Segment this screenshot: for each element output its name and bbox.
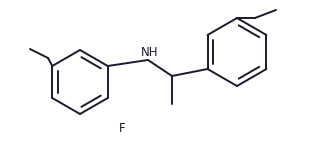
Text: F: F <box>119 121 125 135</box>
Text: NH: NH <box>141 45 159 59</box>
